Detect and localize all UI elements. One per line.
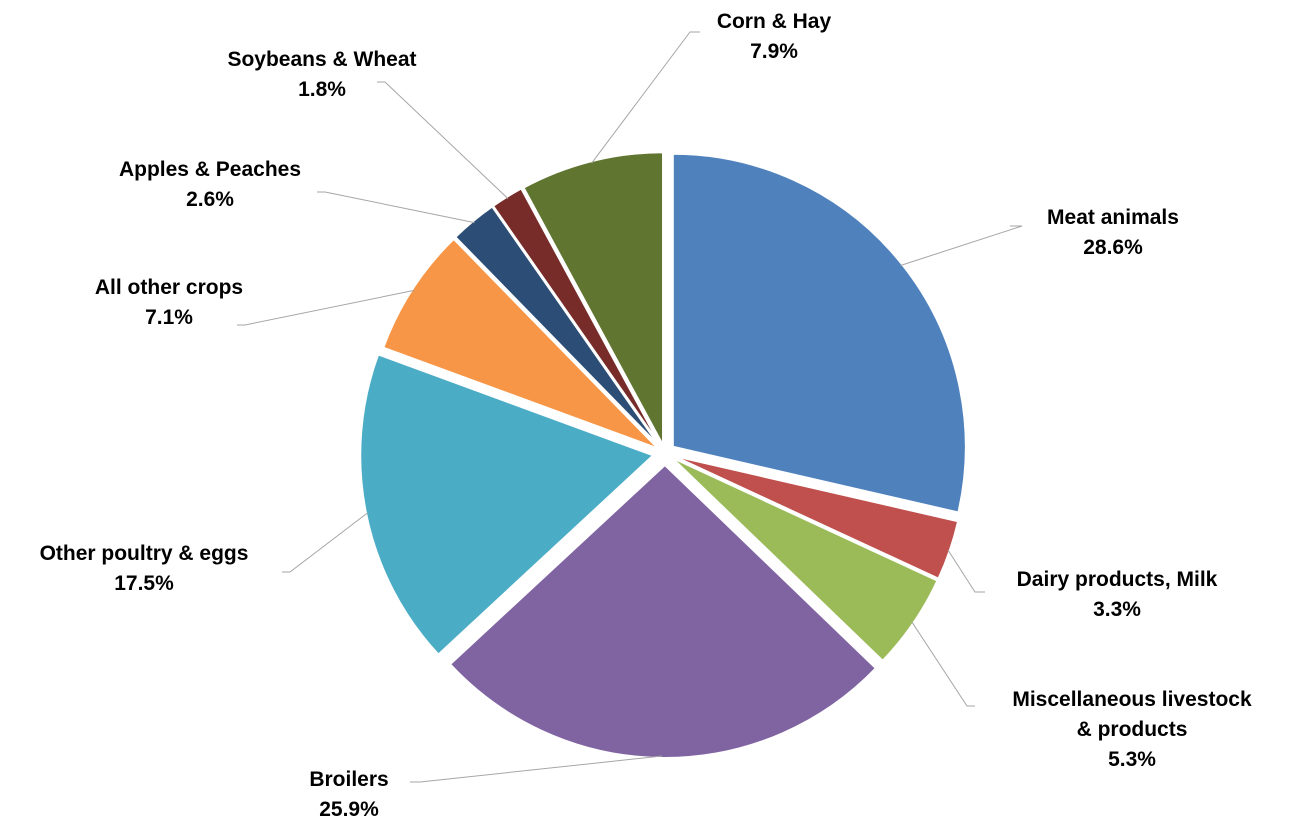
slice-label-value: 3.3% xyxy=(1093,598,1141,621)
slice-label-name: Dairy products, Milk xyxy=(1017,568,1218,591)
pie-slice-other-poultry-eggs xyxy=(359,353,655,656)
pie-slice-apples-peaches xyxy=(454,205,661,448)
slice-labels: Meat animals 28.6% Dairy products, Milk 3.3… xyxy=(40,10,1252,818)
slice-label-name: Corn & Hay xyxy=(717,10,832,33)
slice-label-name: Other poultry & eggs xyxy=(40,542,249,565)
slice-label-name: Broilers xyxy=(309,768,388,791)
pie-slice-corn-hay xyxy=(522,151,665,447)
slice-label-value: 1.8% xyxy=(298,78,346,101)
leader-line xyxy=(317,191,475,224)
slice-label: Soybeans & Wheat 1.8% xyxy=(227,48,416,101)
slice-label-name: & products xyxy=(1077,718,1188,741)
slice-label-name: All other crops xyxy=(95,276,243,299)
leader-line xyxy=(900,225,1023,266)
slice-label-name: Apples & Peaches xyxy=(119,158,301,181)
slice-label-name: Soybeans & Wheat xyxy=(227,48,416,71)
leader-line xyxy=(237,289,415,326)
leader-lines xyxy=(237,31,1023,783)
slice-label-value: 17.5% xyxy=(114,572,174,595)
pie-slice-broilers xyxy=(449,464,877,759)
pie-slice-all-other-crops xyxy=(382,237,660,450)
pie-slice-meat-animals xyxy=(671,152,967,514)
slice-label: Other poultry & eggs 17.5% xyxy=(40,542,249,595)
leader-line xyxy=(377,81,509,199)
slice-label-value: 2.6% xyxy=(186,188,234,211)
pie-slice-dairy-products-milk xyxy=(671,454,960,580)
slice-label-name: Miscellaneous livestock xyxy=(1012,688,1252,711)
leader-line xyxy=(282,512,369,573)
pie-slice-soybeans-wheat xyxy=(492,187,662,448)
slice-label-value: 7.1% xyxy=(145,306,193,329)
slice-label-name: Meat animals xyxy=(1047,206,1179,229)
slice-label: Corn & Hay 7.9% xyxy=(717,10,832,63)
pie-slice-miscellaneous-livestock-products xyxy=(670,456,939,662)
slice-label: Meat animals 28.6% xyxy=(1047,206,1179,259)
slice-label-value: 5.3% xyxy=(1108,748,1156,771)
slice-label: Broilers 25.9% xyxy=(309,768,388,818)
leader-line xyxy=(947,549,985,593)
pie-slices xyxy=(359,151,967,759)
slice-label: Dairy products, Milk 3.3% xyxy=(1017,568,1218,621)
leader-line xyxy=(591,31,700,164)
slice-label: Apples & Peaches 2.6% xyxy=(119,158,301,211)
slice-label: Miscellaneous livestock & products 5.3% xyxy=(1012,688,1252,771)
slice-label: All other crops 7.1% xyxy=(95,276,243,329)
slice-label-value: 28.6% xyxy=(1083,236,1143,259)
slice-label-value: 7.9% xyxy=(750,40,798,63)
leader-line xyxy=(911,621,975,707)
slice-label-value: 25.9% xyxy=(319,798,379,818)
leader-line xyxy=(410,755,663,783)
